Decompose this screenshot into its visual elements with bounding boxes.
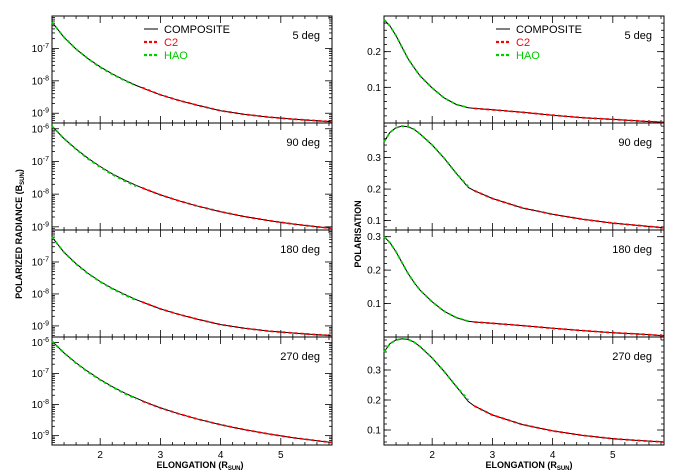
- y-tick-label: 10-8: [32, 288, 49, 300]
- x-tick-label: 4: [218, 450, 224, 461]
- x-tick-label: 2: [97, 450, 103, 461]
- y-tick-label: 10-7: [32, 43, 49, 55]
- x-tick-label: 2: [429, 450, 435, 461]
- series-c2-line: [141, 187, 333, 230]
- series-c2-line: [141, 301, 333, 337]
- series-hao-line: [383, 18, 469, 109]
- left-y-axis-title: POLARIZED RADIANCE (BSUN): [14, 169, 26, 299]
- legend-label-composite: COMPOSITE: [516, 24, 582, 36]
- series-c2-line: [474, 107, 665, 124]
- y-tick-label: 10-7: [32, 256, 49, 268]
- panel-right-90: 0.1 0.2 0.3 90 deg: [367, 122, 665, 231]
- legend-label-c2: C2: [164, 37, 178, 49]
- y-tick-label: 0.3: [367, 366, 381, 377]
- right-x-axis-title: ELONGATION (RSUN): [486, 460, 573, 472]
- y-tick-label: 10-8: [32, 189, 49, 201]
- y-tick-label: 0.1: [367, 83, 381, 94]
- legend-label-hao: HAO: [516, 50, 540, 62]
- y-tick-label: 10-8: [32, 75, 49, 87]
- y-tick-label: 10-6: [32, 337, 49, 349]
- x-tick-label: 5: [610, 450, 616, 461]
- plot-frame: [51, 336, 333, 446]
- panel-angle-label: 90 deg: [618, 137, 652, 149]
- panel-angle-label: 180 deg: [280, 244, 320, 256]
- panel-right-270: 0.1 0.2 0.3 2 3 4 5 270 deg: [367, 336, 665, 461]
- series-c2-line: [473, 405, 665, 443]
- panel-angle-label: 90 deg: [286, 137, 320, 149]
- series-composite-line: [51, 21, 333, 123]
- x-tick-label: 3: [158, 450, 164, 461]
- series-hao-line: [383, 337, 469, 401]
- y-tick-label: 0.1: [367, 216, 381, 227]
- y-tick-label: 10-6: [32, 123, 49, 135]
- series-c2-line: [474, 321, 665, 337]
- panel-angle-label: 180 deg: [612, 244, 652, 256]
- y-tick-label: 0.3: [367, 232, 381, 243]
- right-y-axis-title: POLARISATION: [353, 200, 363, 267]
- panel-left-90: 10-9 10-8 10-7 10-6 90 deg: [32, 122, 333, 233]
- y-tick-label: 0.3: [367, 153, 381, 164]
- x-tick-label: 3: [490, 450, 496, 461]
- legend-label-hao: HAO: [164, 50, 188, 62]
- y-tick-label: 10-9: [32, 430, 49, 442]
- series-c2-line: [473, 189, 665, 229]
- series-hao-line: [51, 125, 137, 188]
- plot-frame: [383, 336, 665, 446]
- y-tick-label: 0.2: [367, 266, 381, 277]
- series-c2-line: [141, 400, 333, 444]
- y-tick-label: 0.2: [367, 185, 381, 196]
- legend-label-composite: COMPOSITE: [164, 24, 230, 36]
- panel-left-270: 10-9 10-8 10-7 10-6 2 3 4 5 270 deg: [32, 336, 333, 461]
- panel-angle-label: 270 deg: [612, 351, 652, 363]
- y-tick-label: 10-9: [32, 221, 49, 233]
- panel-angle-label: 5 deg: [624, 30, 652, 42]
- y-tick-label: 10-8: [32, 399, 49, 411]
- y-tick-label: 0.2: [367, 396, 381, 407]
- series-hao-line: [383, 125, 469, 188]
- panel-angle-label: 270 deg: [280, 351, 320, 363]
- panel-right-180: 0.1 0.2 0.3 180 deg: [367, 229, 665, 338]
- y-tick-label: 0.1: [367, 299, 381, 310]
- y-tick-label: 10-9: [32, 320, 49, 332]
- series-hao-line: [51, 340, 137, 400]
- y-tick-label: 10-7: [32, 156, 49, 168]
- y-tick-label: 10-9: [32, 108, 49, 120]
- y-tick-label: 0.2: [367, 47, 381, 58]
- panel-angle-label: 5 deg: [292, 30, 320, 42]
- series-hao-line: [51, 236, 137, 302]
- panel-left-180: 10-9 10-8 10-7 180 deg: [32, 229, 333, 338]
- x-tick-label: 4: [550, 450, 556, 461]
- legend-label-c2: C2: [516, 37, 530, 49]
- y-tick-label: 0.1: [367, 426, 381, 437]
- series-hao-line: [51, 21, 134, 86]
- left-x-axis-title: ELONGATION (RSUN): [157, 460, 244, 472]
- panels: 10-910-810-75 degCOMPOSITEC2HAO10-910-81…: [32, 15, 665, 461]
- x-tick-label: 5: [278, 450, 284, 461]
- series-hao-line: [383, 236, 469, 323]
- y-tick-label: 10-7: [32, 368, 49, 380]
- series-c2-line: [141, 86, 333, 123]
